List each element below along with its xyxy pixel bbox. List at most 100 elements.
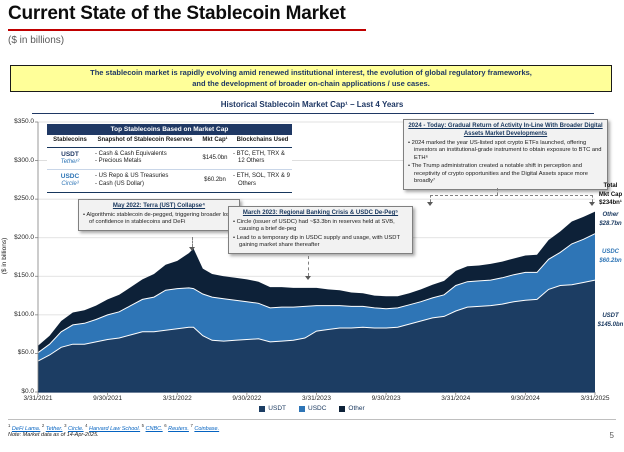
usdt-ticker: USDT (61, 150, 79, 158)
usdc-ticker: USDC (60, 173, 80, 181)
callout-2024-today-header: 2024 - Today: Gradual Return of Activity… (408, 123, 603, 137)
page-number: 5 (609, 431, 614, 440)
page-title: Current State of the Stablecoin Market (8, 3, 346, 24)
callout-2024-today-bullet-1: 2024 marked the year US-listed spot cryp… (408, 140, 603, 163)
connector-2024-right-drop (592, 195, 593, 202)
footnote-number: 4 (85, 423, 88, 428)
x-tick-label: 3/31/2025 (580, 395, 610, 402)
y-axis-title: ($ in billions) (1, 237, 8, 275)
title-underline (8, 29, 366, 31)
usdt-reserve-1: - Cash & Cash Equivalents (95, 150, 167, 157)
col-header-reserves: Snapshot of Stablecoin Reserves (97, 137, 193, 143)
x-axis-tick-labels: 3/31/2021 9/30/2021 3/31/2022 9/30/2022 3/31… (24, 394, 610, 406)
other-series-label: Other $28.7bn (599, 212, 622, 227)
x-tick-label: 3/31/2022 (162, 395, 192, 402)
footnote-source-link[interactable]: Circle. (67, 425, 84, 432)
legend-swatch-icon (339, 405, 346, 412)
connector-may-2022-line (192, 237, 193, 247)
x-tick-label: 9/30/2021 (93, 395, 123, 402)
footer-divider (8, 419, 616, 420)
table-title: Top Stablecoins Based on Market Cap (47, 124, 292, 135)
connector-may-2022-arrow (189, 247, 195, 251)
legend-item-usdt: USDT (259, 405, 286, 412)
legend-swatch-icon (299, 405, 305, 412)
y-axis-tick-labels: $0.0 $50.0 $100.0 $150.0 $200.0 $250.0 $300.0 $… (0, 118, 36, 395)
connector-march-2023-line (308, 256, 309, 276)
x-tick-label: 3/31/2023 (302, 395, 331, 402)
page-subtitle: ($ in billions) (8, 35, 65, 46)
chart-legend: USDT USDC Other (0, 405, 624, 412)
usdc-reserve-1: - US Repo & US Treasuries (95, 173, 169, 180)
chart-title-rule (32, 113, 594, 114)
x-tick-label: 3/31/2024 (441, 395, 471, 402)
footnote-source-link[interactable]: Tether. (45, 425, 63, 432)
y-tick-label: $50.0 (17, 349, 34, 357)
callout-march-2023: March 2023: Regional Banking Crisis & US… (228, 206, 413, 254)
banner-line-1: The stablecoin market is rapidly evolvin… (90, 67, 532, 77)
usdc-series-label: USDC $60.2bn (599, 249, 622, 264)
callout-march-2023-bullet-1: Circle (issuer of USDC) had ~$3.3bn in r… (233, 219, 408, 234)
legend-item-usdc: USDC (299, 405, 326, 412)
banner-line-2: and the development of broader on-chain … (192, 78, 430, 88)
connector-2024-right-arrow (589, 202, 595, 206)
y-tick-label: $250.0 (14, 195, 34, 203)
usdc-issuer: Circle³ (61, 181, 79, 188)
usdc-blockchains: - ETH, SOL, TRX & 9 Others (233, 173, 290, 187)
usdt-issuer: Tether² (60, 158, 80, 165)
y-tick-label: $300.0 (14, 156, 34, 164)
y-tick-label: $150.0 (14, 272, 34, 280)
connector-2024-stem (497, 188, 498, 195)
footnote-source-link[interactable]: Reuters. (168, 425, 189, 432)
col-header-mktcap: Mkt Cap¹ (202, 137, 228, 143)
x-tick-label: 9/30/2022 (232, 395, 262, 402)
y-tick-label: $200.0 (14, 233, 34, 241)
x-tick-label: 3/31/2021 (23, 395, 53, 402)
callout-march-2023-header: March 2023: Regional Banking Crisis & US… (242, 210, 399, 216)
callout-may-2022: May 2022: Terra (UST) Collapse⁴ Algorith… (78, 199, 240, 231)
y-tick-label: $350.0 (14, 118, 34, 125)
x-tick-label: 9/30/2023 (371, 395, 401, 402)
callout-may-2022-bullet-1: Algorithmic stablecoin de-pegged, trigge… (83, 212, 235, 227)
usdc-mktcap: $60.2bn (204, 177, 226, 184)
usdt-reserve-2: - Precious Metals (95, 158, 142, 165)
legend-item-other: Other (339, 405, 365, 412)
legend-label: USDT (268, 405, 286, 412)
usdt-blockchains: - BTC, ETH, TRX & 12 Others (233, 150, 285, 165)
y-tick-label: $0.0 (21, 388, 34, 395)
y-tick-label: $100.0 (14, 310, 34, 318)
footnote-sources: 1 DeFi Lama. 2 Tether. 3 Circle. 4 Harva… (8, 423, 219, 432)
footnote-source-link[interactable]: DeFi Lama. (11, 425, 41, 432)
x-tick-label: 9/30/2024 (510, 395, 540, 402)
usdc-reserve-2: - Cash (US Dollar) (95, 180, 145, 187)
table-row-usdc: USDC Circle³ - US Repo & US Treasuries -… (47, 170, 292, 192)
connector-march-2023-arrow (305, 276, 311, 280)
footnote-number: 5 (141, 423, 145, 428)
connector-2024-left-arrow (427, 202, 433, 206)
top-stablecoins-table: Top Stablecoins Based on Market Cap Stab… (47, 124, 292, 193)
footnote-source-link[interactable]: Coinbase. (194, 425, 220, 432)
col-header-stablecoins: Stablecoins (53, 137, 87, 143)
col-header-blockchains: Blockchains Used (236, 137, 289, 143)
footnote-source-link[interactable]: Harvard Law School. (89, 425, 141, 432)
callout-2024-today-bullet-2: The Trump administration created a notab… (408, 163, 603, 186)
table-row-usdt: USDT Tether² - Cash & Cash Equivalents -… (47, 148, 292, 171)
legend-swatch-icon (259, 405, 266, 412)
footnote-number: 6 (164, 423, 167, 428)
footnote-number: 1 (8, 423, 11, 428)
usdt-mktcap: $145.0bn (202, 154, 228, 161)
callout-2024-today: 2024 - Today: Gradual Return of Activity… (403, 119, 608, 190)
footnote-number: 7 (190, 423, 193, 428)
callout-may-2022-header: May 2022: Terra (UST) Collapse⁴ (112, 203, 206, 209)
legend-label: Other (348, 405, 365, 412)
highlight-banner: The stablecoin market is rapidly evolvin… (10, 65, 612, 92)
callout-march-2023-bullet-2: Lead to a temporary dip in USDC supply a… (233, 235, 408, 250)
legend-label: USDC (308, 405, 327, 412)
footnote-number: 3 (64, 423, 67, 428)
total-mktcap-label: Total Mkt Cap $234bn¹ (598, 183, 623, 207)
footnote-number: 2 (41, 423, 45, 428)
table-header-row: Stablecoins Snapshot of Stablecoin Reser… (47, 135, 292, 148)
connector-2024-left-drop (430, 195, 431, 202)
footnote-source-link[interactable]: CNBC. (145, 425, 163, 432)
connector-2024-span (430, 195, 593, 196)
